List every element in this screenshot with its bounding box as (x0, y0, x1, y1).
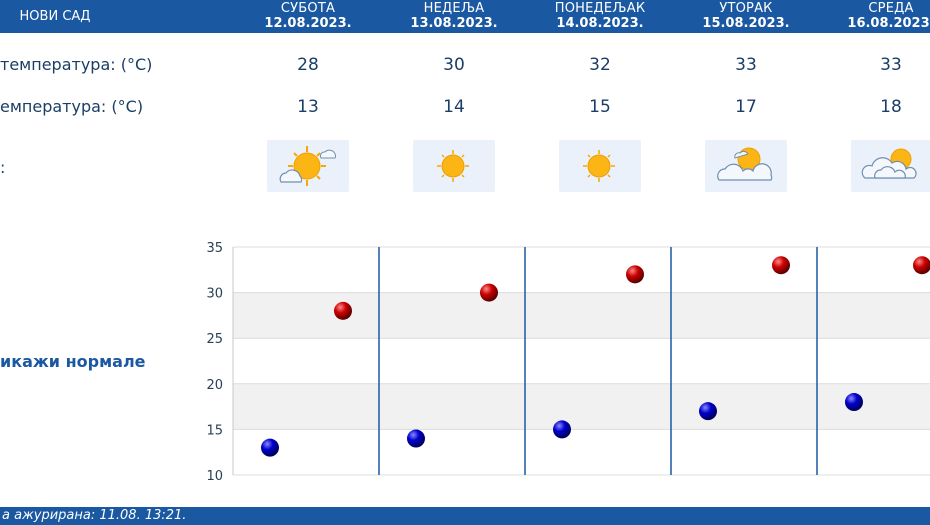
day-name: ПОНЕДЕЉАК (554, 1, 646, 16)
grid-band (233, 383, 930, 430)
city-name: НОВИ САД (19, 9, 91, 24)
day-name: НЕДЕЉА (423, 1, 485, 16)
day-header-2: НЕДЕЉА 13.08.2023. (399, 0, 509, 33)
min-temp-label: емпература: (°C) (0, 97, 144, 116)
max-temp-value: 33 (735, 55, 757, 75)
max-temp-point (480, 283, 498, 302)
sun-icon (413, 140, 495, 192)
max-temp-point (334, 301, 352, 320)
max-temp-value: 30 (443, 55, 465, 75)
show-normals-link[interactable]: икажи нормале (0, 352, 146, 371)
min-temp-point (261, 438, 279, 457)
max-temp-point (772, 256, 790, 275)
day-name: СРЕДА (868, 1, 914, 16)
temperature-chart: 35 30 25 20 15 10 (206, 241, 930, 481)
min-temp-point (553, 420, 571, 439)
day-date: 12.08.2023. (264, 16, 352, 31)
footer-bar: а ажурирана: 11.08. 13:21. (0, 507, 930, 525)
day-header-1: СУБОТА 12.08.2023. (253, 0, 363, 33)
last-updated: а ажурирана: 11.08. 13:21. (2, 508, 187, 523)
cloudy-icon (851, 140, 930, 192)
day-header-3: ПОНЕДЕЉАК 14.08.2023. (545, 0, 655, 33)
min-temp-value: 15 (589, 97, 611, 117)
max-temp-value: 32 (589, 55, 611, 75)
weather-label: : (0, 158, 6, 177)
day-date: 14.08.2023. (556, 16, 644, 31)
min-temp-value: 17 (735, 97, 757, 117)
max-temp-point (913, 256, 930, 275)
day-date: 15.08.2023. (702, 16, 790, 31)
y-tick-label: 10 (206, 469, 223, 481)
sun-cloud-icon (267, 140, 349, 192)
day-header-5: СРЕДА 16.08.2023. (836, 0, 930, 33)
day-date: 16.08.2023. (847, 16, 930, 31)
day-header-4: УТОРАК 15.08.2023. (691, 0, 801, 33)
sun-icon (559, 140, 641, 192)
y-tick-label: 15 (206, 423, 223, 438)
max-temp-value: 28 (297, 55, 319, 75)
min-temp-point (699, 402, 717, 421)
forecast-header: НОВИ САД СУБОТА 12.08.2023. НЕДЕЉА 13.08… (0, 0, 930, 33)
min-temp-point (845, 393, 863, 412)
y-tick-label: 25 (206, 332, 223, 347)
min-temp-value: 13 (297, 97, 319, 117)
partly-cloudy-icon (705, 140, 787, 192)
day-name: СУБОТА (280, 1, 336, 16)
day-date: 13.08.2023. (410, 16, 498, 31)
min-temp-value: 18 (880, 97, 902, 117)
y-tick-label: 35 (206, 241, 223, 256)
min-temp-point (407, 429, 425, 448)
max-temp-point (626, 265, 644, 284)
max-temp-label: температура: (°C) (0, 55, 153, 74)
y-tick-label: 30 (206, 287, 223, 302)
day-name: УТОРАК (719, 1, 773, 16)
min-temp-value: 14 (443, 97, 465, 117)
max-temp-value: 33 (880, 55, 902, 75)
y-tick-label: 20 (206, 378, 223, 393)
